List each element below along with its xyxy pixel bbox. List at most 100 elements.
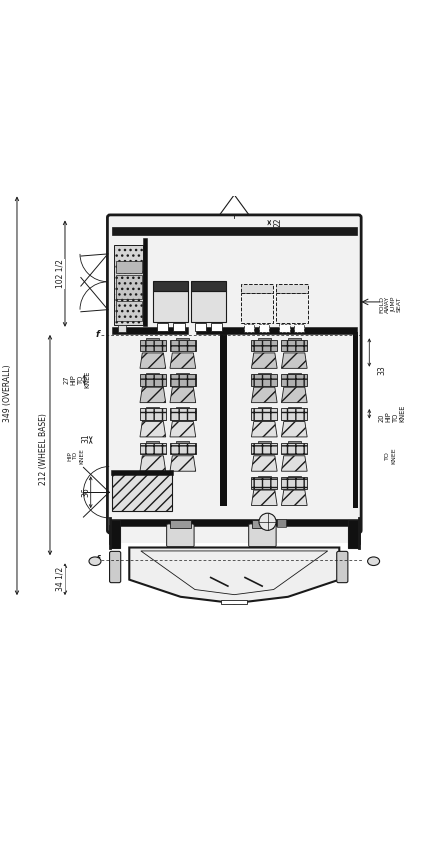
Bar <box>111 520 120 547</box>
Polygon shape <box>170 353 196 369</box>
Polygon shape <box>170 387 196 403</box>
Bar <box>195 323 206 332</box>
Text: 102 1/2: 102 1/2 <box>55 259 64 288</box>
Polygon shape <box>281 422 307 437</box>
Text: 31: 31 <box>81 433 90 444</box>
Bar <box>170 443 196 454</box>
FancyBboxPatch shape <box>110 551 121 582</box>
Bar <box>114 245 144 325</box>
Bar <box>281 339 307 351</box>
Polygon shape <box>281 387 307 403</box>
Bar <box>244 324 255 332</box>
Bar <box>252 477 277 488</box>
Bar <box>116 301 142 321</box>
Circle shape <box>259 513 276 530</box>
Polygon shape <box>281 456 307 471</box>
Bar <box>116 261 142 274</box>
Text: 34 1/2: 34 1/2 <box>55 567 64 592</box>
Text: f: f <box>95 330 99 339</box>
Polygon shape <box>252 387 277 403</box>
Text: TO
KNEE: TO KNEE <box>385 447 396 464</box>
Bar <box>211 323 222 332</box>
FancyBboxPatch shape <box>249 524 276 546</box>
Bar <box>281 374 307 386</box>
Bar <box>118 325 126 333</box>
Bar <box>111 469 173 475</box>
Ellipse shape <box>89 557 101 565</box>
Polygon shape <box>129 547 339 604</box>
Bar <box>277 519 286 528</box>
Polygon shape <box>140 387 166 403</box>
Bar <box>140 339 166 351</box>
Polygon shape <box>170 422 196 437</box>
Bar <box>140 408 166 420</box>
Bar <box>170 339 196 351</box>
Bar <box>170 520 190 528</box>
FancyBboxPatch shape <box>108 215 361 533</box>
Text: 349 (OVERALL): 349 (OVERALL) <box>3 364 12 422</box>
Bar <box>176 441 189 443</box>
Bar <box>173 323 184 332</box>
Bar <box>196 327 357 333</box>
Text: 22: 22 <box>273 217 283 227</box>
Bar <box>258 475 271 477</box>
Bar <box>157 323 168 332</box>
Bar <box>176 407 189 408</box>
Bar <box>153 291 188 322</box>
Bar <box>147 441 159 443</box>
Bar <box>288 373 301 374</box>
Bar <box>241 293 273 323</box>
Bar <box>252 443 277 454</box>
Bar <box>190 280 226 291</box>
Bar <box>147 373 159 374</box>
FancyBboxPatch shape <box>337 551 348 582</box>
Bar <box>143 238 147 327</box>
Bar <box>276 284 308 293</box>
Text: HIP
TO
KNEE: HIP TO KNEE <box>68 448 84 463</box>
Bar <box>111 519 358 526</box>
Bar <box>112 474 172 511</box>
Bar <box>112 327 188 333</box>
Bar <box>281 477 307 488</box>
Bar <box>252 339 277 351</box>
Bar <box>220 334 227 471</box>
Bar <box>258 407 271 408</box>
Bar <box>112 227 357 235</box>
Bar <box>220 334 227 505</box>
Bar <box>116 275 142 299</box>
Bar <box>281 443 307 454</box>
Bar <box>221 600 247 604</box>
Bar <box>288 407 301 408</box>
Polygon shape <box>140 422 166 437</box>
Bar <box>294 324 304 332</box>
Bar <box>259 324 269 332</box>
Bar <box>258 373 271 374</box>
Bar <box>258 441 271 443</box>
Bar <box>276 293 308 323</box>
Polygon shape <box>281 490 307 505</box>
Bar <box>281 408 307 420</box>
Ellipse shape <box>368 557 380 565</box>
Bar <box>241 284 273 293</box>
Text: 212 (WHEEL BASE): 212 (WHEEL BASE) <box>39 414 48 486</box>
Bar <box>252 520 273 528</box>
Bar <box>140 443 166 454</box>
Text: 27
HIP
TO
KNEE: 27 HIP TO KNEE <box>64 371 90 388</box>
Bar <box>147 407 159 408</box>
Text: f: f <box>95 555 99 564</box>
Bar <box>190 291 226 322</box>
Text: 20
HIP
TO
KNEE: 20 HIP TO KNEE <box>379 405 406 422</box>
Polygon shape <box>281 353 307 369</box>
Bar <box>176 373 189 374</box>
Bar <box>252 408 277 420</box>
Bar <box>280 324 289 332</box>
Bar <box>288 475 301 477</box>
Polygon shape <box>140 353 166 369</box>
Polygon shape <box>252 353 277 369</box>
Polygon shape <box>170 456 196 471</box>
Text: 36: 36 <box>81 487 90 497</box>
Bar <box>353 332 358 508</box>
Bar <box>252 374 277 386</box>
Bar <box>110 526 359 543</box>
Polygon shape <box>252 490 277 505</box>
